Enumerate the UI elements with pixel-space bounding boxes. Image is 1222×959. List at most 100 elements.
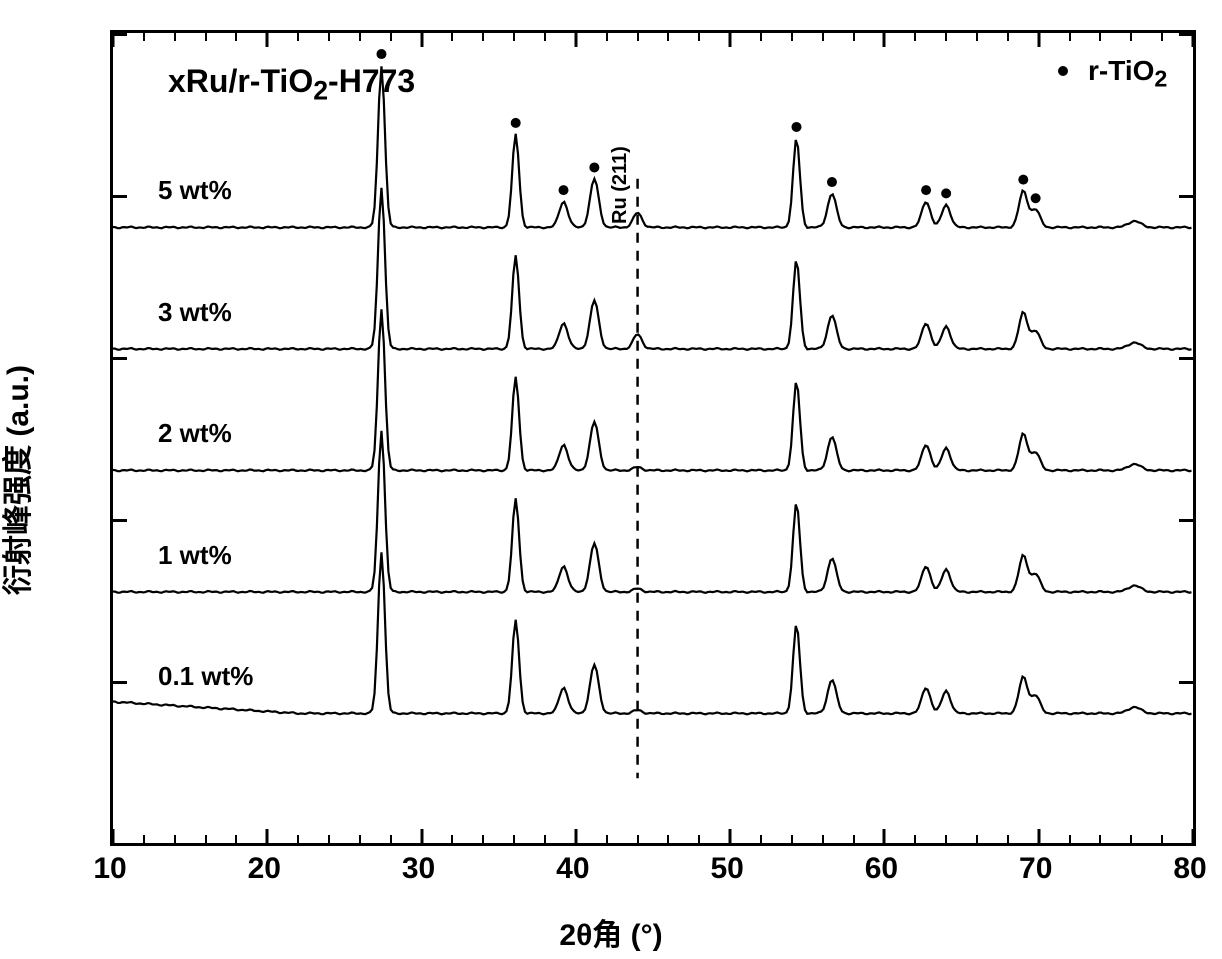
x-tick-minor: [544, 835, 546, 843]
x-tick-minor-top: [174, 33, 176, 41]
x-tick-minor: [328, 835, 330, 843]
x-tick-minor-top: [235, 33, 237, 41]
x-tick-minor: [760, 835, 762, 843]
x-tick-minor-top: [328, 33, 330, 41]
x-tick-major: [574, 829, 577, 843]
x-tick-minor-top: [853, 33, 855, 41]
x-tick-minor-top: [822, 33, 824, 41]
peak-dot-icon: [791, 122, 801, 132]
x-tick-label: 20: [248, 852, 281, 886]
y-tick-major-left: [113, 195, 127, 198]
y-tick-major-left: [113, 681, 127, 684]
peak-dot-icon: [376, 49, 386, 59]
x-tick-minor-top: [667, 33, 669, 41]
x-tick-minor: [853, 835, 855, 843]
x-tick-label: 80: [1173, 852, 1206, 886]
y-tick-major-right: [1179, 681, 1193, 684]
x-tick-minor: [667, 835, 669, 843]
x-tick-minor: [1161, 835, 1163, 843]
x-tick-minor-top: [205, 33, 207, 41]
x-tick-minor: [945, 835, 947, 843]
y-tick-major-right: [1179, 33, 1193, 36]
x-tick-minor-top: [1099, 33, 1101, 41]
x-tick-minor: [1099, 835, 1101, 843]
x-tick-minor: [174, 835, 176, 843]
x-tick-minor: [143, 835, 145, 843]
x-tick-minor-top: [451, 33, 453, 41]
x-tick-minor-top: [606, 33, 608, 41]
peak-dot-icon: [589, 162, 599, 172]
peak-dot-icon: [941, 188, 951, 198]
y-tick-major-right: [1179, 519, 1193, 522]
x-tick-major-top: [729, 33, 732, 47]
x-tick-minor-top: [1069, 33, 1071, 41]
x-tick-minor-top: [637, 33, 639, 41]
peak-dot-icon: [1018, 175, 1028, 185]
series-label: 5 wt%: [158, 175, 232, 206]
x-tick-minor: [606, 835, 608, 843]
x-tick-major: [883, 829, 886, 843]
x-tick-minor-top: [297, 33, 299, 41]
xrd-chart: 衍射峰强度 (a.u.) xRu/r-TiO2-H773 r-TiO2 Ru (…: [0, 0, 1222, 959]
peak-dot-icon: [921, 185, 931, 195]
y-axis-label: 衍射峰强度 (a.u.): [0, 365, 37, 595]
x-tick-major: [420, 829, 423, 843]
peak-dot-icon: [1031, 193, 1041, 203]
xrd-traces-svg: [113, 33, 1193, 843]
series-label: 1 wt%: [158, 540, 232, 571]
x-tick-minor: [1007, 835, 1009, 843]
x-tick-minor: [451, 835, 453, 843]
y-tick-major-left: [113, 519, 127, 522]
x-tick-minor-top: [1007, 33, 1009, 41]
x-tick-minor-top: [513, 33, 515, 41]
x-tick-minor: [390, 835, 392, 843]
y-tick-major-right: [1179, 843, 1193, 846]
x-tick-minor-top: [945, 33, 947, 41]
series-label: 3 wt%: [158, 297, 232, 328]
x-tick-major: [112, 829, 115, 843]
peak-dot-icon: [559, 185, 569, 195]
y-tick-major-right: [1179, 195, 1193, 198]
x-tick-minor-top: [390, 33, 392, 41]
xrd-trace-0: [113, 66, 1191, 228]
x-tick-label: 70: [1019, 852, 1052, 886]
x-tick-minor: [205, 835, 207, 843]
x-tick-minor-top: [143, 33, 145, 41]
x-tick-minor-top: [976, 33, 978, 41]
x-tick-label: 10: [93, 852, 126, 886]
x-tick-major-top: [266, 33, 269, 47]
x-tick-minor: [698, 835, 700, 843]
x-tick-minor: [297, 835, 299, 843]
x-tick-major: [1037, 829, 1040, 843]
x-tick-minor: [637, 835, 639, 843]
y-tick-major-left: [113, 33, 127, 36]
x-tick-minor: [791, 835, 793, 843]
xrd-trace-2: [113, 309, 1191, 471]
x-tick-minor: [235, 835, 237, 843]
x-tick-minor: [976, 835, 978, 843]
xrd-trace-3: [113, 431, 1191, 593]
x-axis-label: 2θ角 (°): [559, 910, 662, 954]
x-tick-minor-top: [544, 33, 546, 41]
x-tick-minor-top: [698, 33, 700, 41]
x-tick-label: 40: [556, 852, 589, 886]
x-tick-minor: [914, 835, 916, 843]
x-tick-label: 50: [710, 852, 743, 886]
x-tick-major-top: [1037, 33, 1040, 47]
peak-dot-icon: [827, 177, 837, 187]
x-tick-minor-top: [791, 33, 793, 41]
xrd-trace-1: [113, 188, 1191, 350]
x-tick-minor: [359, 835, 361, 843]
peak-dot-icon: [511, 118, 521, 128]
y-tick-major-left: [113, 843, 127, 846]
x-tick-minor-top: [1130, 33, 1132, 41]
series-label: 0.1 wt%: [158, 661, 253, 692]
x-tick-major: [1192, 829, 1195, 843]
x-tick-minor: [1069, 835, 1071, 843]
x-tick-minor: [822, 835, 824, 843]
x-tick-minor-top: [1161, 33, 1163, 41]
series-label: 2 wt%: [158, 418, 232, 449]
x-tick-minor-top: [914, 33, 916, 41]
xrd-trace-4: [113, 552, 1191, 714]
x-tick-major: [266, 829, 269, 843]
